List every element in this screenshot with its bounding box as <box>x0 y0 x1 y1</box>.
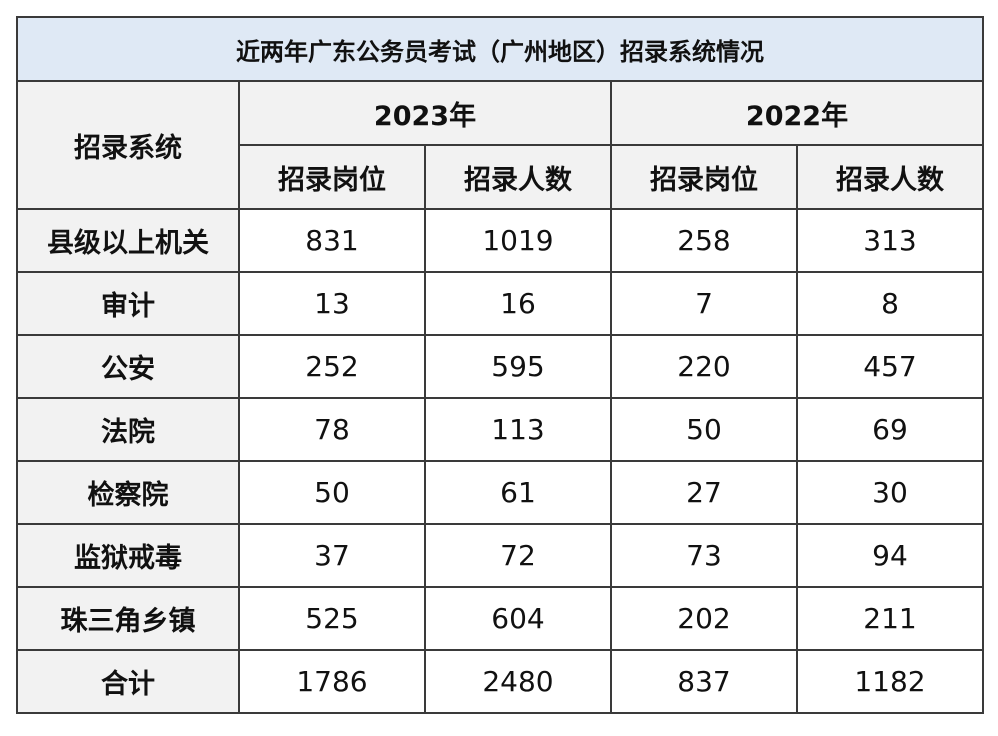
cell-value: 252 <box>238 334 426 399</box>
cell-value: 27 <box>610 460 798 525</box>
cell-value: 72 <box>424 523 612 588</box>
cell-value: 220 <box>610 334 798 399</box>
cell-value: 69 <box>796 397 984 462</box>
table-row: 珠三角乡镇 525 604 202 211 <box>16 586 984 651</box>
cell-value: 313 <box>796 208 984 273</box>
cell-value: 1182 <box>796 649 984 714</box>
cell-value: 13 <box>238 271 426 336</box>
cell-value: 37 <box>238 523 426 588</box>
row-label: 公安 <box>16 334 240 399</box>
cell-value: 7 <box>610 271 798 336</box>
row-label: 审计 <box>16 271 240 336</box>
row-label: 监狱戒毒 <box>16 523 240 588</box>
sub-header-people-2023: 招录人数 <box>424 144 612 210</box>
row-label: 检察院 <box>16 460 240 525</box>
table-row: 公安 252 595 220 457 <box>16 334 984 399</box>
cell-value: 78 <box>238 397 426 462</box>
cell-value: 604 <box>424 586 612 651</box>
cell-value: 202 <box>610 586 798 651</box>
table-row: 监狱戒毒 37 72 73 94 <box>16 523 984 588</box>
table-row: 审计 13 16 7 8 <box>16 271 984 336</box>
cell-value: 61 <box>424 460 612 525</box>
system-header: 招录系统 <box>16 80 240 210</box>
table-row-total: 合计 1786 2480 837 1182 <box>16 649 984 714</box>
cell-value: 595 <box>424 334 612 399</box>
row-label-total: 合计 <box>16 649 240 714</box>
recruitment-table: 近两年广东公务员考试（广州地区）招录系统情况 招录系统 2023年 2022年 … <box>16 16 984 714</box>
cell-value: 30 <box>796 460 984 525</box>
table-row: 县级以上机关 831 1019 258 313 <box>16 208 984 273</box>
row-label: 县级以上机关 <box>16 208 240 273</box>
year-header-2023: 2023年 <box>238 80 612 146</box>
cell-value: 258 <box>610 208 798 273</box>
cell-value: 1019 <box>424 208 612 273</box>
sub-header-positions-2022: 招录岗位 <box>610 144 798 210</box>
row-label: 珠三角乡镇 <box>16 586 240 651</box>
table-row: 检察院 50 61 27 30 <box>16 460 984 525</box>
table-title: 近两年广东公务员考试（广州地区）招录系统情况 <box>16 16 984 82</box>
cell-value: 831 <box>238 208 426 273</box>
year-header-2022: 2022年 <box>610 80 984 146</box>
cell-value: 8 <box>796 271 984 336</box>
cell-value: 113 <box>424 397 612 462</box>
cell-value: 837 <box>610 649 798 714</box>
cell-value: 457 <box>796 334 984 399</box>
cell-value: 2480 <box>424 649 612 714</box>
cell-value: 1786 <box>238 649 426 714</box>
cell-value: 94 <box>796 523 984 588</box>
cell-value: 50 <box>610 397 798 462</box>
row-label: 法院 <box>16 397 240 462</box>
cell-value: 525 <box>238 586 426 651</box>
table-row: 法院 78 113 50 69 <box>16 397 984 462</box>
cell-value: 16 <box>424 271 612 336</box>
sub-header-positions-2023: 招录岗位 <box>238 144 426 210</box>
cell-value: 211 <box>796 586 984 651</box>
cell-value: 73 <box>610 523 798 588</box>
sub-header-people-2022: 招录人数 <box>796 144 984 210</box>
cell-value: 50 <box>238 460 426 525</box>
